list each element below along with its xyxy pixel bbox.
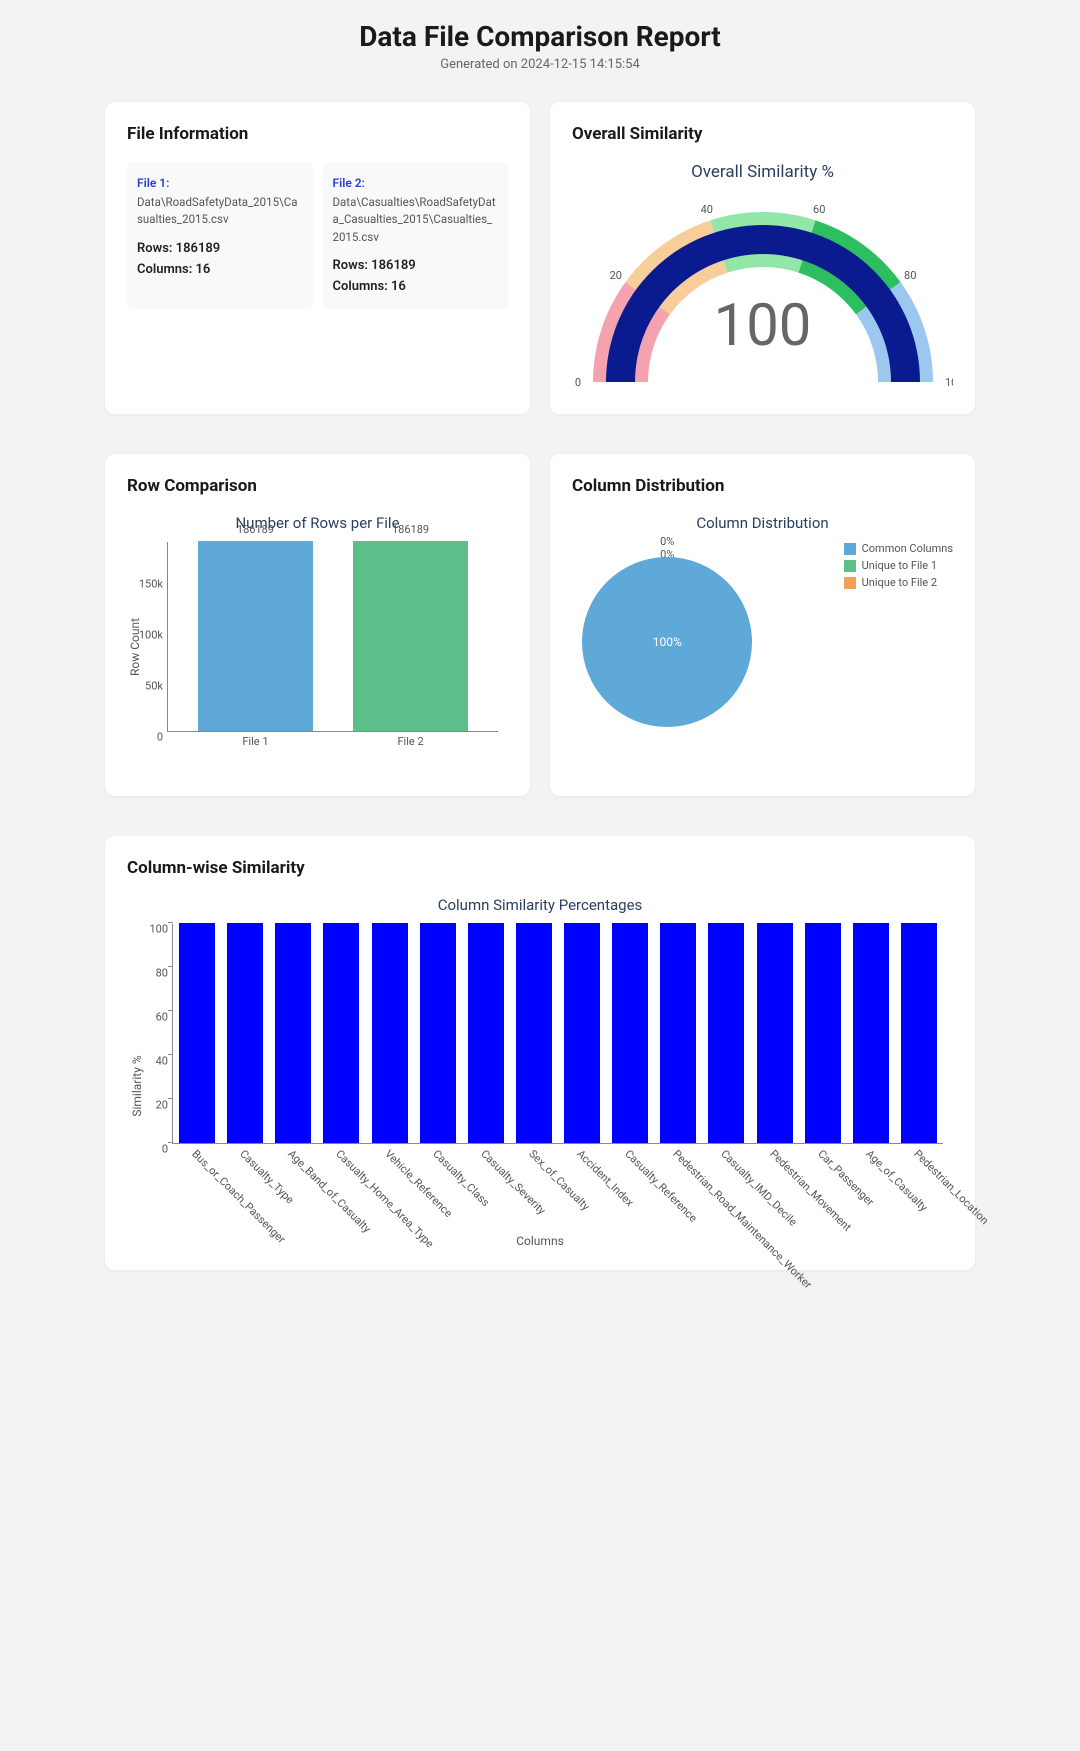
- y-tick: 40: [138, 1055, 168, 1068]
- similarity-bar: [516, 923, 552, 1143]
- legend-label: Common Columns: [862, 542, 953, 555]
- legend-label: Unique to File 2: [862, 576, 937, 589]
- card-title: Overall Similarity: [572, 124, 953, 144]
- colsim-chart-title: Column Similarity Percentages: [127, 896, 953, 914]
- y-axis-label: Row Count: [128, 618, 142, 676]
- y-tick: 100k: [128, 628, 163, 641]
- file1-cols: Columns: 16: [137, 260, 303, 280]
- file1-label: File 1:: [137, 174, 303, 192]
- x-category: Bus_or_Coach_Passenger: [189, 1147, 288, 1246]
- similarity-bar: [612, 923, 648, 1143]
- file2-rows: Rows: 186189: [333, 256, 499, 276]
- colsim-x-axis-label: Columns: [127, 1234, 953, 1248]
- similarity-bar: [323, 923, 359, 1143]
- card-title: File Information: [127, 124, 508, 144]
- y-tick: 0: [128, 731, 163, 744]
- bar-value-label: 186189: [237, 523, 274, 536]
- column-distribution-card: Column Distribution Column Distribution …: [550, 454, 975, 796]
- card-title: Row Comparison: [127, 476, 508, 496]
- y-tick: 0: [138, 1143, 168, 1156]
- column-similarity-card: Column-wise Similarity Column Similarity…: [105, 836, 975, 1270]
- x-category: Pedestrian_Movement: [767, 1147, 854, 1234]
- bar-chart-title: Number of Rows per File: [127, 514, 508, 532]
- y-tick: 100: [138, 923, 168, 936]
- row-comparison-card: Row Comparison Number of Rows per File R…: [105, 454, 530, 796]
- file1-rows: Rows: 186189: [137, 239, 303, 259]
- similarity-bar: [468, 923, 504, 1143]
- x-category: Age_Band_of_Casualty: [286, 1147, 374, 1235]
- x-category: File 1: [242, 735, 268, 748]
- page-subtitle: Generated on 2024-12-15 14:15:54: [105, 57, 975, 72]
- row-comparison-plot: 050k100k150k186189File 1186189File 2: [167, 542, 498, 732]
- overall-similarity-card: Overall Similarity Overall Similarity % …: [550, 102, 975, 414]
- similarity-bar: [853, 923, 889, 1143]
- similarity-bar: [564, 923, 600, 1143]
- file1-box: File 1: Data\RoadSafetyData_2015\Casualt…: [127, 162, 313, 309]
- bar-value-label: 186189: [392, 523, 429, 536]
- similarity-bar: [179, 923, 215, 1143]
- similarity-bar: [708, 923, 744, 1143]
- gauge-chart-title: Overall Similarity %: [691, 162, 834, 182]
- legend-swatch: [844, 560, 856, 572]
- legend-swatch: [844, 577, 856, 589]
- similarity-bar: [275, 923, 311, 1143]
- legend-item: Unique to File 2: [844, 576, 953, 589]
- legend-item: Unique to File 1: [844, 559, 953, 572]
- y-tick: 150k: [128, 577, 163, 590]
- y-tick: 60: [138, 1011, 168, 1024]
- similarity-bar: [901, 923, 937, 1143]
- gauge-tick: 40: [700, 203, 712, 216]
- legend-label: Unique to File 1: [862, 559, 937, 572]
- file2-label: File 2:: [333, 174, 499, 192]
- y-tick: 20: [138, 1099, 168, 1112]
- x-category: Pedestrian_Location: [911, 1147, 991, 1227]
- file-information-card: File Information File 1: Data\RoadSafety…: [105, 102, 530, 414]
- file2-path: Data\Casualties\RoadSafetyData_Casualtie…: [333, 194, 499, 246]
- colsim-plot: 020406080100Bus_or_Coach_PassengerCasual…: [172, 924, 943, 1144]
- bar-file-2: 186189: [353, 541, 469, 731]
- legend-swatch: [844, 543, 856, 555]
- legend-item: Common Columns: [844, 542, 953, 555]
- pie-center-label: 100%: [653, 635, 682, 649]
- card-title: Column-wise Similarity: [127, 858, 953, 878]
- card-title: Column Distribution: [572, 476, 953, 496]
- similarity-bar: [372, 923, 408, 1143]
- bar-file-1: 186189: [198, 541, 314, 731]
- similarity-bar: [227, 923, 263, 1143]
- gauge-tick: 20: [609, 269, 621, 282]
- similarity-bar: [420, 923, 456, 1143]
- similarity-bar: [757, 923, 793, 1143]
- y-tick: 50k: [128, 679, 163, 692]
- file1-path: Data\RoadSafetyData_2015\Casualties_2015…: [137, 194, 303, 229]
- x-category: File 2: [397, 735, 423, 748]
- pie-chart-title: Column Distribution: [572, 514, 953, 532]
- file2-cols: Columns: 16: [333, 277, 499, 297]
- file2-box: File 2: Data\Casualties\RoadSafetyData_C…: [323, 162, 509, 309]
- gauge-tick: 100: [945, 376, 953, 389]
- gauge-tick: 80: [904, 269, 916, 282]
- similarity-bar: [660, 923, 696, 1143]
- gauge-tick: 0: [574, 376, 580, 389]
- gauge-value: 100: [714, 292, 812, 360]
- page-header: Data File Comparison Report Generated on…: [105, 20, 975, 72]
- pie-chart: 0%0% 100% Common ColumnsUnique to File 1…: [572, 532, 953, 752]
- pie-legend: Common Columns Unique to File 1 Unique to …: [844, 542, 953, 593]
- page-title: Data File Comparison Report: [105, 20, 975, 53]
- gauge-tick: 60: [813, 203, 825, 216]
- similarity-bar: [805, 923, 841, 1143]
- y-tick: 80: [138, 967, 168, 980]
- gauge-chart: Overall Similarity % 0 20 40 60 80 100 100: [572, 162, 953, 392]
